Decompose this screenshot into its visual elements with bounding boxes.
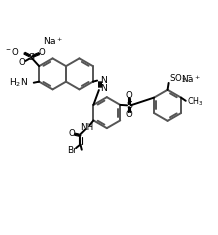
Text: O: O [19, 59, 26, 67]
Text: S: S [28, 53, 34, 62]
Text: O: O [126, 91, 132, 100]
Text: NH: NH [80, 123, 94, 132]
Text: N: N [100, 76, 107, 85]
Text: O: O [68, 129, 75, 138]
Text: N: N [100, 84, 107, 93]
Text: Na$^+$: Na$^+$ [181, 73, 201, 85]
Text: SO$_3$$^-$: SO$_3$$^-$ [169, 73, 193, 85]
Text: H$_2$N: H$_2$N [9, 76, 28, 89]
Text: O: O [38, 48, 45, 57]
Text: CH$_3$: CH$_3$ [187, 95, 204, 108]
Text: S: S [126, 101, 132, 110]
Text: $^-$O: $^-$O [4, 46, 20, 57]
Text: Na$^+$: Na$^+$ [43, 36, 63, 47]
Text: Br: Br [67, 146, 77, 155]
Text: O: O [126, 110, 132, 119]
